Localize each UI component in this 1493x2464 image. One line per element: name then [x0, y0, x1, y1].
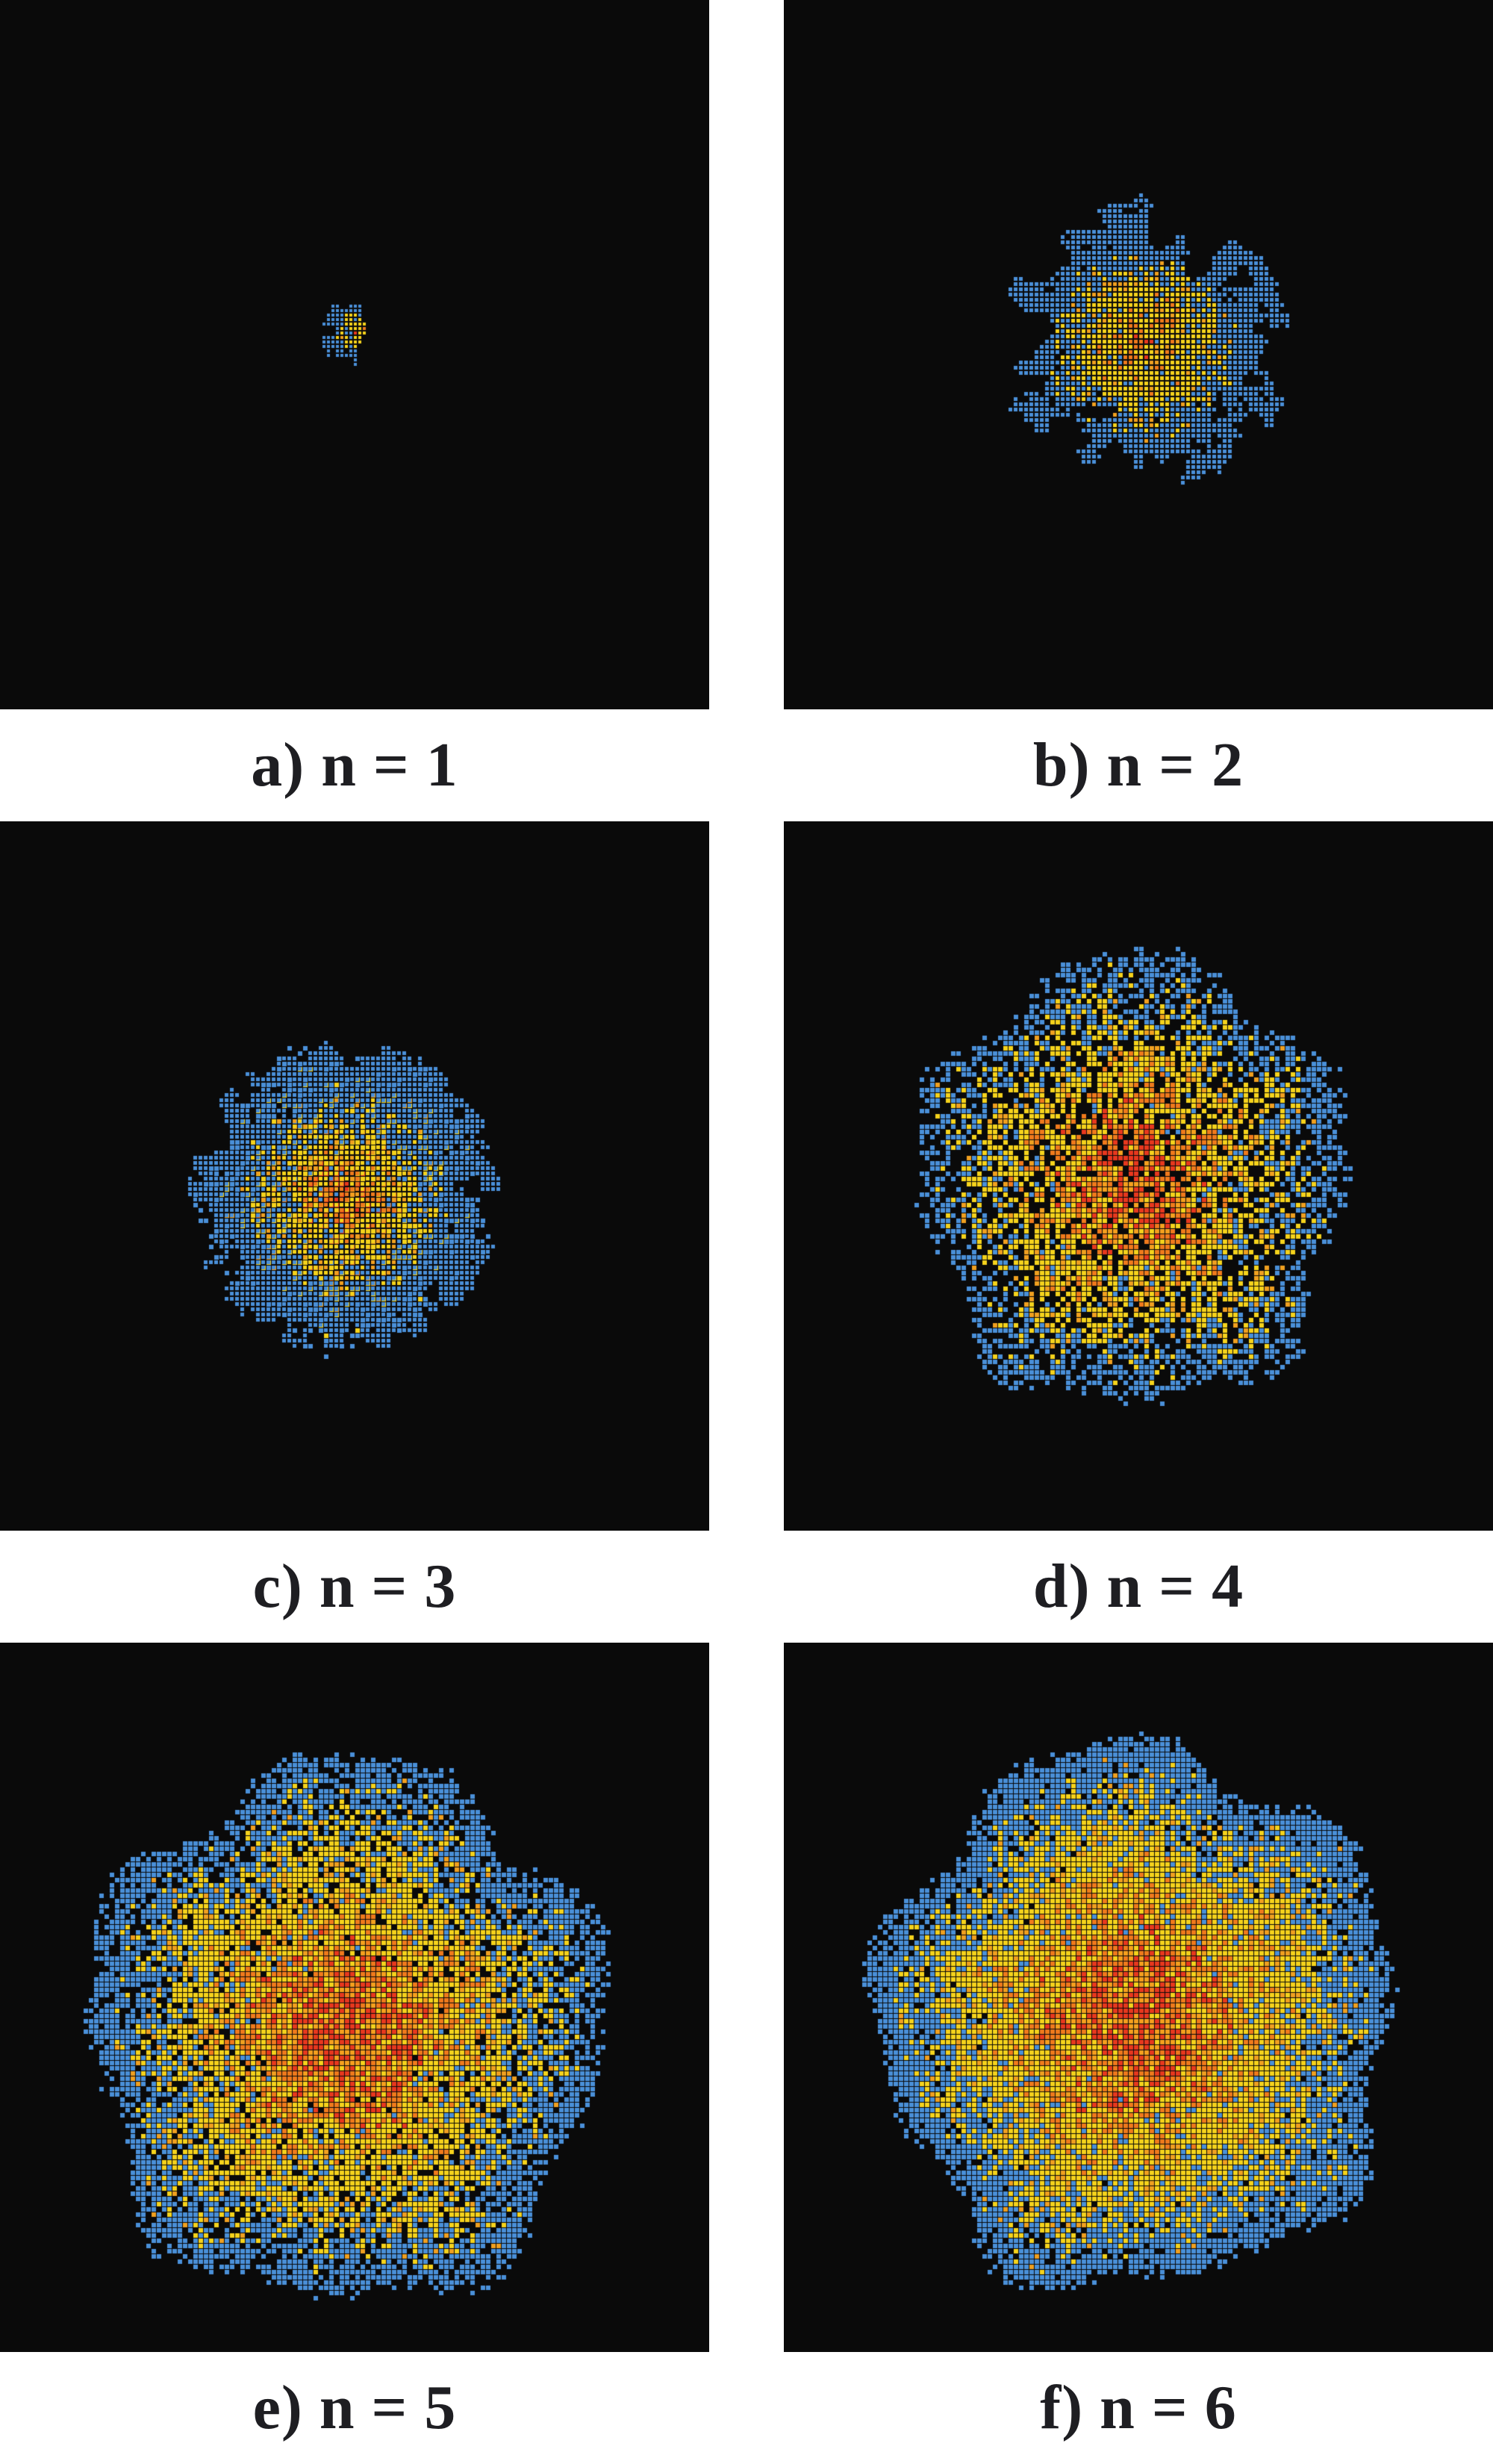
cluster-canvas-b	[784, 0, 1493, 709]
panel-b-cluster-image	[784, 0, 1493, 709]
cluster-canvas-c	[0, 821, 709, 1531]
caption-d: d) n = 4	[1032, 1552, 1244, 1621]
panel-a-cluster-image	[0, 0, 709, 709]
caption-e: e) n = 5	[252, 2373, 457, 2442]
caption-a: a) n = 1	[251, 730, 458, 800]
cluster-canvas-f	[784, 1643, 1493, 2352]
panel-e-cluster-image	[0, 1643, 709, 2352]
panel-c-cluster-image	[0, 821, 709, 1531]
cluster-canvas-a	[0, 0, 709, 709]
cluster-canvas-d	[784, 821, 1493, 1531]
caption-f: f) n = 6	[1040, 2373, 1237, 2442]
cluster-canvas-e	[0, 1643, 709, 2352]
caption-c: c) n = 3	[252, 1552, 457, 1621]
panel-d-cluster-image	[784, 821, 1493, 1531]
panel-f-cluster-image	[784, 1643, 1493, 2352]
caption-b: b) n = 2	[1032, 730, 1244, 800]
